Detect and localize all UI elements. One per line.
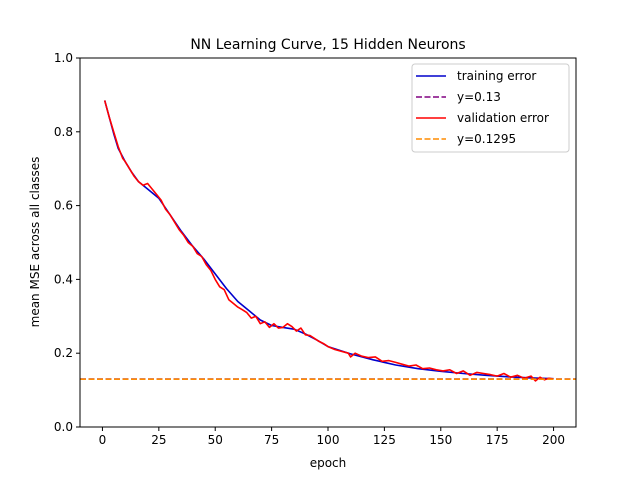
x-tick-label: 150 — [429, 433, 452, 447]
legend-label-y-0-13: y=0.13 — [457, 90, 501, 104]
legend-label-validation-error: validation error — [457, 111, 549, 125]
legend-box — [411, 63, 570, 153]
x-axis-label: epoch — [310, 456, 347, 470]
y-tick-label: 1.0 — [54, 51, 73, 65]
x-tick-label: 25 — [151, 433, 166, 447]
series-line-validation-error — [103, 100, 554, 382]
chart-title: NN Learning Curve, 15 Hidden Neurons — [190, 37, 465, 53]
x-tick-label: 175 — [486, 433, 509, 447]
x-tick-label: 0 — [99, 433, 107, 447]
x-tick-label: 75 — [264, 433, 279, 447]
x-tick-label: 200 — [542, 433, 565, 447]
legend: training error y=0.13 validation error y… — [411, 63, 570, 153]
x-axis-ticks: 0 25 50 75 100 125 150 175 200 — [99, 427, 565, 447]
y-tick-label: 0.0 — [54, 420, 73, 434]
y-tick-label: 0.2 — [54, 346, 73, 360]
y-tick-label: 0.6 — [54, 199, 73, 213]
x-tick-label: 125 — [373, 433, 396, 447]
legend-label-y-0-1295: y=0.1295 — [457, 132, 516, 146]
y-axis-ticks: 0.0 0.2 0.4 0.6 0.8 1.0 — [54, 51, 80, 434]
plot-lines — [80, 100, 576, 382]
x-tick-label: 100 — [317, 433, 340, 447]
x-tick-label: 50 — [208, 433, 223, 447]
y-tick-label: 0.8 — [54, 125, 73, 139]
y-tick-label: 0.4 — [54, 272, 73, 286]
y-axis-label: mean MSE across all classes — [28, 157, 42, 328]
legend-label-training-error: training error — [457, 69, 536, 83]
